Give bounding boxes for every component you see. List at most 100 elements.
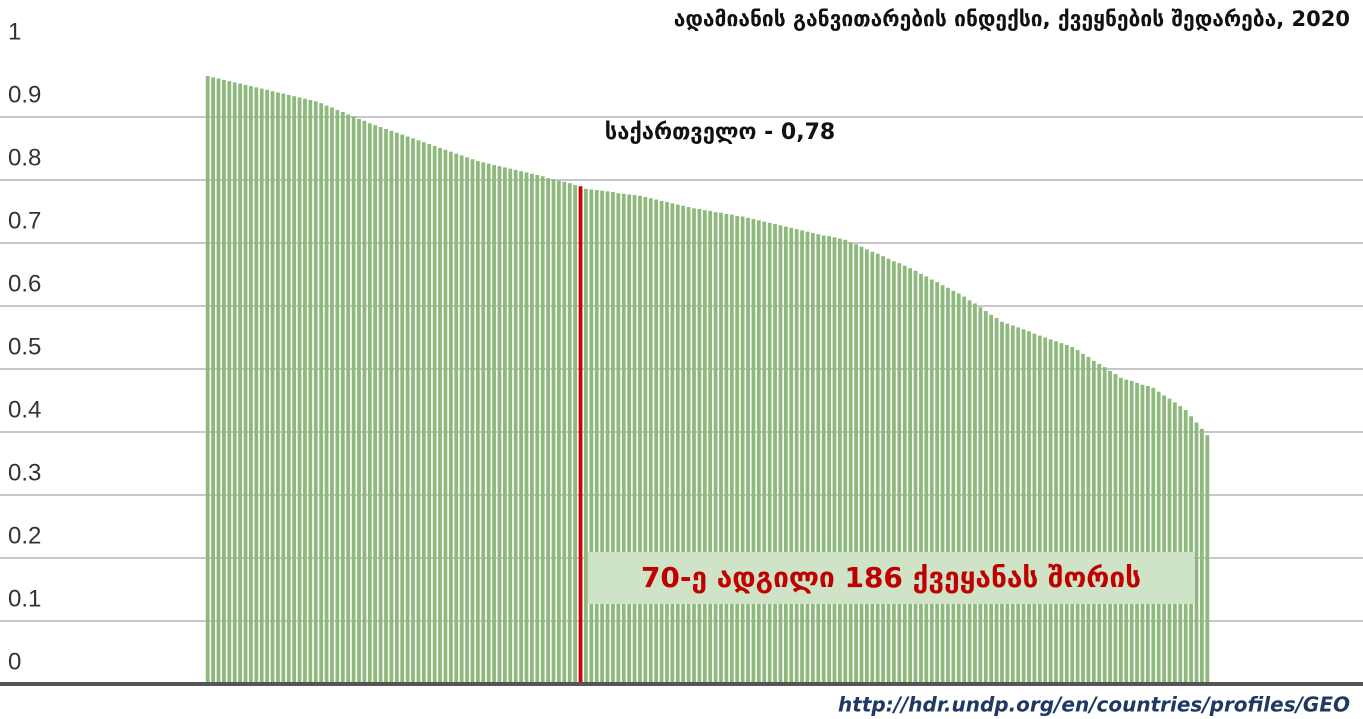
- bar: [1108, 370, 1112, 684]
- bar: [584, 188, 588, 684]
- bar: [1097, 363, 1102, 684]
- bar: [810, 232, 815, 685]
- bar: [1156, 391, 1161, 684]
- bar: [843, 239, 848, 684]
- bar: [832, 237, 837, 684]
- bar: [1010, 325, 1015, 684]
- bar: [362, 120, 367, 684]
- bar: [1037, 335, 1042, 684]
- y-tick-label: 0.4: [8, 396, 41, 423]
- bar: [551, 179, 556, 684]
- bar: [308, 99, 313, 685]
- bar: [697, 208, 702, 685]
- bar: [783, 226, 788, 684]
- bar: [1027, 331, 1031, 684]
- bar: [1000, 321, 1004, 684]
- bar: [519, 171, 523, 684]
- bar: [1118, 377, 1123, 684]
- bar: [367, 123, 372, 685]
- bar: [222, 79, 226, 684]
- bar: [946, 287, 950, 684]
- bar: [789, 227, 794, 684]
- bar: [951, 290, 956, 684]
- plot: 0 0.1 0.2 0.3 0.4 0.5 0.6 0.7 0.8 0.9 1: [0, 18, 1363, 685]
- bar: [870, 251, 875, 684]
- bar: [892, 261, 896, 684]
- bar: [1162, 395, 1166, 684]
- bar: [1064, 345, 1069, 684]
- bar: [313, 101, 318, 684]
- bar: [962, 296, 967, 684]
- bar: [708, 210, 713, 684]
- y-tick-label: 0.3: [8, 459, 41, 486]
- bar: [794, 229, 799, 684]
- bar: [443, 149, 448, 684]
- bar: [800, 230, 804, 684]
- bar: [1183, 409, 1188, 684]
- bar: [1059, 343, 1064, 684]
- bar: [886, 258, 891, 684]
- bar: [454, 153, 459, 685]
- bar: [735, 215, 740, 684]
- bar: [702, 210, 707, 685]
- bar: [232, 82, 237, 685]
- bar: [286, 94, 291, 684]
- bar: [1145, 386, 1150, 684]
- bar: [508, 168, 513, 684]
- bar: [216, 78, 221, 684]
- bar: [767, 222, 772, 684]
- bar: [594, 190, 599, 684]
- bar: [1205, 435, 1210, 684]
- y-tick-label: 0.7: [8, 207, 41, 234]
- bar: [1054, 341, 1058, 684]
- bar: [881, 256, 885, 684]
- bar: [600, 190, 605, 684]
- bar: [751, 219, 756, 684]
- bar: [611, 191, 615, 684]
- bar: [627, 194, 632, 685]
- bar: [340, 111, 345, 684]
- bar: [756, 220, 761, 684]
- bar: [438, 147, 442, 684]
- bar: [589, 189, 594, 684]
- bar: [421, 142, 426, 684]
- bar: [724, 214, 729, 684]
- bar: [513, 169, 518, 685]
- bar: [632, 195, 637, 684]
- bar: [378, 127, 383, 684]
- bar: [929, 279, 934, 684]
- bar: [935, 282, 940, 684]
- bar: [1129, 380, 1134, 684]
- bar: [1091, 360, 1096, 684]
- bar: [686, 207, 691, 684]
- bar: [227, 81, 232, 685]
- bar: [297, 97, 302, 685]
- bar: [535, 174, 540, 684]
- bar: [865, 249, 869, 685]
- bar: [1005, 323, 1010, 684]
- bar: [303, 98, 307, 685]
- bar: [908, 268, 913, 684]
- bar: [546, 178, 550, 685]
- bar: [1135, 382, 1139, 684]
- bar: [859, 246, 864, 684]
- y-tick-label: 0: [8, 648, 21, 675]
- y-tick-label: 0.9: [8, 81, 41, 108]
- bar: [497, 166, 502, 684]
- bar: [270, 91, 275, 685]
- bar: [238, 83, 243, 685]
- bar: [1124, 379, 1129, 684]
- bar: [475, 161, 480, 685]
- y-tick-label: 0.1: [8, 585, 41, 612]
- bar: [675, 204, 680, 684]
- bar: [492, 164, 496, 684]
- bar: [1200, 428, 1204, 684]
- bar: [1081, 353, 1085, 684]
- bar: [319, 103, 324, 684]
- bar: [470, 159, 475, 684]
- bar: [773, 224, 777, 684]
- bar: [502, 167, 507, 684]
- bar: [692, 208, 696, 684]
- bar: [243, 84, 248, 685]
- bar: [1167, 398, 1172, 684]
